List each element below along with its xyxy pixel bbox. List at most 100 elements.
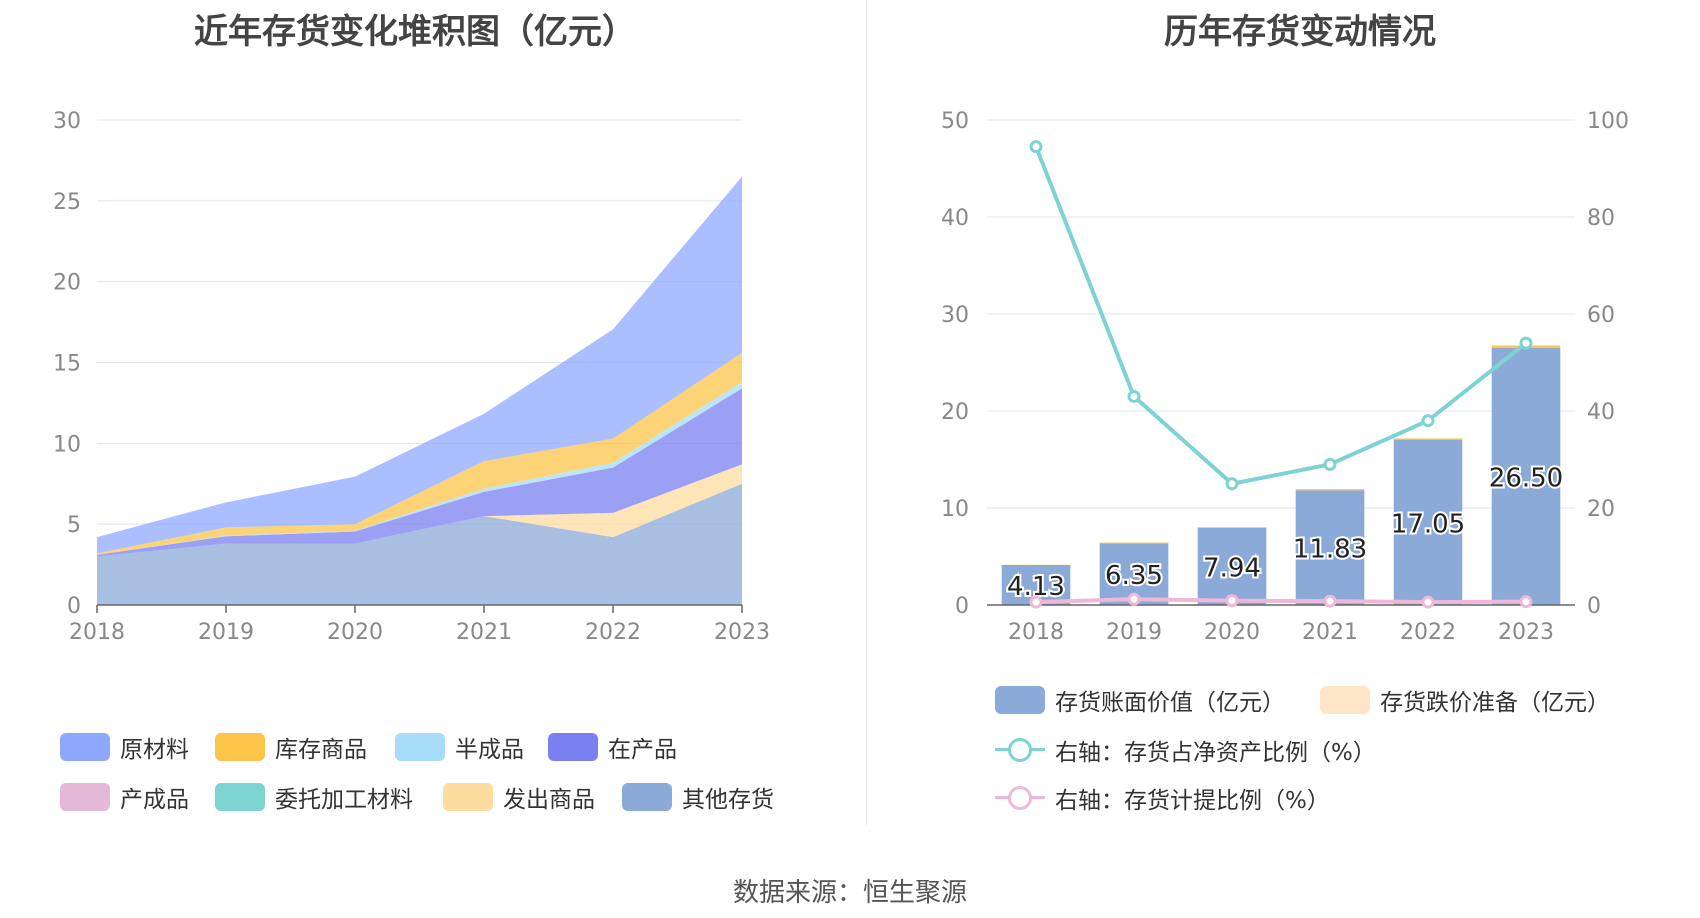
right-y-right-tick-label: 0 [1587,594,1601,619]
legend-swatch [443,783,493,811]
bar-impairment-reserve [1099,542,1169,544]
left-x-tick-label: 2018 [69,620,125,645]
chart-divider [866,0,867,825]
bar-impairment-reserve [1197,527,1267,528]
line-provision-ratio [1035,597,1527,605]
bar-impairment-reserve [1295,489,1365,491]
legend-swatch [622,783,672,811]
point-provision-ratio [1127,592,1141,606]
area-series-原材料 [97,176,742,554]
point-net-asset-ratio [1029,140,1043,154]
point-provision-ratio [1519,595,1533,609]
right-x-tick-label: 2019 [1106,620,1162,645]
bar-book-value [1393,439,1463,605]
legend-swatch [1320,686,1370,714]
left-x-tick-label: 2021 [456,620,512,645]
area-series-库存商品 [97,352,742,555]
right-y-left-tick-label: 10 [941,497,969,522]
bar-value-label: 4.13 [1007,572,1065,602]
right-x-tick-label: 2020 [1204,620,1260,645]
left-x-tick-label: 2019 [198,620,254,645]
point-provision-ratio [1323,594,1337,608]
point-net-asset-ratio [1421,414,1435,428]
line-net-asset-ratio [1034,145,1528,486]
legend-label: 右轴：存货占净资产比例（%） [1055,740,1376,766]
left-x-tick-label: 2023 [714,620,770,645]
legend-swatch [995,686,1045,714]
legend-swatch [60,733,110,761]
right-y-right-tick-label: 100 [1587,109,1629,134]
right-x-tick-label: 2021 [1302,620,1358,645]
left-y-tick-label: 10 [53,432,81,457]
left-y-tick-label: 25 [53,190,81,215]
right-x-tick-label: 2018 [1008,620,1064,645]
legend-line-swatch [995,784,1045,812]
right-y-right-tick-label: 60 [1587,303,1615,328]
right-y-left-tick-label: 20 [941,400,969,425]
legend-swatch [215,783,265,811]
legend-products[interactable]: 产成品 [60,780,189,814]
legend-semi-finished[interactable]: 半成品 [395,730,524,764]
right-y-left-tick-label: 40 [941,206,969,231]
bar-book-value [1295,490,1365,605]
bar-book-value [1197,527,1267,605]
point-provision-ratio [1421,595,1435,609]
legend-label: 存货跌价准备（亿元） [1380,690,1610,716]
data-source: 数据来源：恒生聚源 [732,878,967,908]
left-y-tick-label: 5 [67,513,81,538]
left-chart-title: 近年存货变化堆积图（亿元） [194,12,636,52]
right-y-right-tick-label: 40 [1587,400,1615,425]
legend-net-asset-ratio[interactable]: 右轴：存货占净资产比例（%） [995,733,1376,767]
bar-value-label: 7.94 [1203,553,1261,583]
legend-swatch [548,733,598,761]
legend-label: 委托加工材料 [275,787,413,813]
left-y-tick-label: 20 [53,271,81,296]
legend-label: 半成品 [455,737,524,763]
bar-value-label: 6.35 [1105,561,1163,591]
right-y-left-tick-label: 50 [941,109,969,134]
right-y-left-tick-label: 30 [941,303,969,328]
legend-impairment-reserve[interactable]: 存货跌价准备（亿元） [1320,683,1610,717]
left-y-tick-label: 30 [53,109,81,134]
bar-value-label: 26.50 [1489,463,1563,493]
left-y-tick-label: 15 [53,352,81,377]
legend-line-swatch [995,736,1045,764]
legend-label: 产成品 [120,787,189,813]
right-y-right-tick-label: 80 [1587,206,1615,231]
left-y-tick-label: 0 [67,594,81,619]
legend-label: 原材料 [120,737,189,763]
left-x-tick-label: 2020 [327,620,383,645]
area-series-其他存货 [97,483,742,605]
point-provision-ratio [1029,595,1043,609]
bar-impairment-reserve [1393,438,1463,440]
legend-consigned-materials[interactable]: 委托加工材料 [215,780,413,814]
point-net-asset-ratio [1323,457,1337,471]
point-net-asset-ratio [1519,336,1533,350]
right-chart-title: 历年存货变动情况 [1164,12,1436,52]
point-provision-ratio [1225,594,1239,608]
legend-shipped-goods[interactable]: 发出商品 [443,780,595,814]
bar-value-label: 17.05 [1391,509,1465,539]
legend-provision-ratio[interactable]: 右轴：存货计提比例（%） [995,781,1330,815]
legend-label: 右轴：存货计提比例（%） [1055,788,1330,814]
legend-swatch [215,733,265,761]
right-y-left-tick-label: 0 [955,594,969,619]
legend-finished-stock[interactable]: 库存商品 [215,730,367,764]
left-x-tick-label: 2022 [585,620,641,645]
bar-value-label: 11.83 [1293,535,1367,565]
legend-label: 存货账面价值（亿元） [1055,690,1285,716]
legend-work-in-progress[interactable]: 在产品 [548,730,677,764]
legend-other-inventory[interactable]: 其他存货 [622,780,774,814]
legend-label: 其他存货 [682,787,774,813]
area-series-在产品 [97,388,742,557]
right-x-tick-label: 2022 [1400,620,1456,645]
legend-label: 在产品 [608,737,677,763]
legend-swatch [395,733,445,761]
legend-raw-materials[interactable]: 原材料 [60,730,189,764]
bar-book-value [1491,347,1561,605]
legend-swatch [60,783,110,811]
point-net-asset-ratio [1225,477,1239,491]
legend-book-value[interactable]: 存货账面价值（亿元） [995,683,1285,717]
legend-label: 发出商品 [503,787,595,813]
